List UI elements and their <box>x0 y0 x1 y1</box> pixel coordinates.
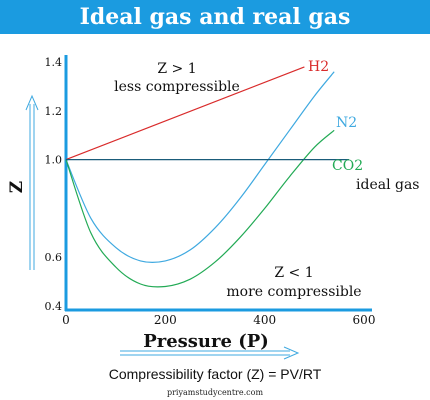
y-tick-label: 1.0 <box>45 154 63 167</box>
chart-axes <box>64 55 372 312</box>
chart-title: Ideal gas and real gas <box>0 0 430 34</box>
y-axis-label: Z <box>7 181 27 193</box>
series-lines <box>65 66 350 288</box>
series-line-h2 <box>65 66 305 161</box>
annotation-z-greater-1: Z > 1 <box>157 61 196 77</box>
annotation-z-less-1: Z < 1 <box>274 265 313 281</box>
chart-canvas: 0 200 400 600 0.4 0.6 1.0 1.2 1.4 H2 N2 CO2 ideal g… <box>7 55 420 360</box>
series-labels: H2 N2 CO2 ideal gas <box>308 59 420 193</box>
series-label: CO2 <box>332 158 363 174</box>
y-tick-label: 0.6 <box>45 251 63 264</box>
tick-labels: 0 200 400 600 0.4 0.6 1.0 1.2 1.4 <box>45 56 376 327</box>
x-tick-label: 200 <box>154 313 177 327</box>
series-label: ideal gas <box>356 177 420 193</box>
x-tick-label: 0 <box>62 313 70 327</box>
x-tick-label: 400 <box>253 313 276 327</box>
annotation-more-compressible: more compressible <box>226 284 361 300</box>
series-line-co2 <box>65 129 335 288</box>
x-tick-label: 600 <box>353 313 376 327</box>
series-label: N2 <box>336 115 357 131</box>
y-tick-label: 1.4 <box>45 56 63 69</box>
y-tick-label: 1.2 <box>45 105 63 118</box>
annotation-less-compressible: less compressible <box>114 79 240 95</box>
y-tick-label: 0.4 <box>45 300 63 313</box>
formula-caption: Compressibility factor (Z) = PV/RT <box>108 366 322 382</box>
x-arrow-icon <box>120 346 300 360</box>
y-arrow-icon <box>25 94 39 270</box>
series-line-n2 <box>65 71 335 263</box>
credit-text: priyamstudycentre.com <box>166 388 264 397</box>
series-label: H2 <box>308 59 329 75</box>
x-axis-label: Pressure (P) <box>143 331 269 352</box>
